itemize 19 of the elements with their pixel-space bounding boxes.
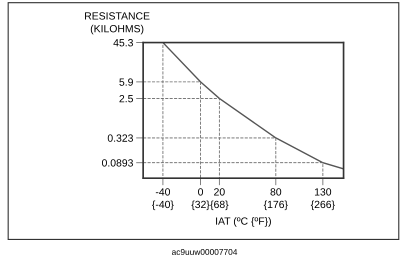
x2-tick-label: {266}	[310, 200, 335, 210]
x-tick-label: 20	[214, 188, 225, 196]
y-tick-label: 5.9	[119, 78, 133, 86]
y-axis-title: RESISTANCE (KILOHMS)	[85, 12, 150, 34]
x2-tick-label: {176}	[264, 200, 288, 210]
y-tick-label: 0.0893	[102, 159, 133, 167]
y-tick-label: 2.5	[119, 94, 133, 102]
x-axis-title: IAT (ºC {ºF})	[216, 217, 271, 227]
x2-tick-label: {68}	[210, 200, 228, 210]
line-series	[162, 42, 344, 170]
x-tick-label: -40	[156, 188, 170, 196]
x-tick-label: 0	[198, 188, 204, 196]
y-tick-label: 0.323	[108, 134, 133, 142]
text: ac9uuw00007704	[172, 249, 238, 255]
y-tick-label: 45.3	[113, 39, 133, 46]
x-tick-label: 80	[270, 188, 282, 196]
x2-tick-label: {-40}	[152, 200, 174, 210]
x-tick-label: 130	[314, 188, 332, 196]
x2-tick-label: {32}	[191, 200, 210, 210]
